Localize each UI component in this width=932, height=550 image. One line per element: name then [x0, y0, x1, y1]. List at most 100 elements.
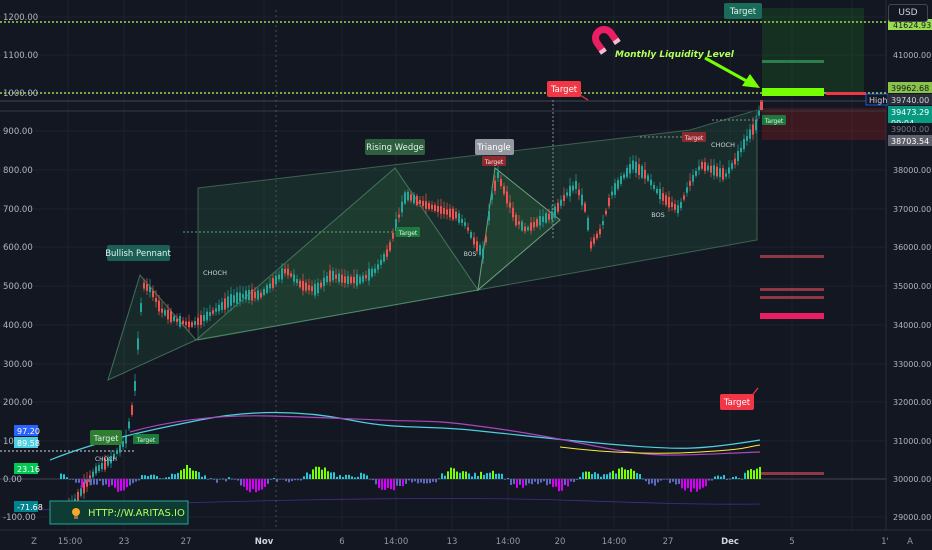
svg-text:97.20: 97.20 — [17, 427, 40, 436]
candle — [677, 200, 679, 217]
histogram-bar — [144, 475, 146, 479]
candle — [269, 277, 271, 293]
right-axis-tick: 34000.00 — [893, 321, 931, 330]
histogram-bar — [90, 479, 92, 486]
currency-button[interactable]: USD — [888, 4, 928, 22]
histogram-bar — [129, 479, 131, 486]
svg-text:89.58: 89.58 — [17, 439, 40, 448]
candle — [86, 472, 88, 493]
histogram-bar — [756, 468, 758, 479]
histogram-bar — [192, 470, 194, 479]
label-target-small-5[interactable]: Target — [133, 434, 159, 444]
histogram-bar — [669, 479, 671, 484]
histogram-bar — [159, 478, 161, 479]
svg-text:HTTP://W.ARITAS.IO: HTTP://W.ARITAS.IO — [88, 508, 185, 519]
label-target-small-3[interactable]: Target — [682, 132, 706, 142]
histogram-bar — [114, 479, 116, 488]
label-target-top[interactable]: Target — [724, 3, 762, 19]
label-rising-wedge[interactable]: Rising Wedge — [365, 139, 425, 155]
candle — [476, 236, 478, 255]
candle — [545, 211, 547, 225]
svg-text:39740.00: 39740.00 — [891, 96, 929, 105]
histogram-bar — [147, 476, 149, 479]
histogram-bar — [495, 473, 497, 479]
histogram-bar — [531, 479, 533, 485]
right-axis-tick: 35000.00 — [893, 282, 931, 291]
time-axis-tick: Nov — [255, 537, 274, 547]
candle — [125, 429, 127, 449]
candle — [668, 191, 670, 212]
candle — [692, 169, 694, 186]
svg-text:Target: Target — [550, 85, 578, 95]
magnet-logo-icon — [592, 26, 621, 55]
histogram-bar — [444, 475, 446, 479]
candle — [338, 269, 340, 285]
candle — [674, 199, 676, 214]
label-target-small-1[interactable]: Target — [396, 227, 420, 237]
histogram-bar — [408, 479, 410, 481]
candle — [554, 203, 556, 220]
time-axis[interactable]: Z 15:00 23 27 Nov 6 14:00 13 14:00 20 14:00 27 Dec 5 1… — [31, 537, 913, 547]
left-axis-tick: -100.00 — [3, 513, 36, 523]
label-triangle[interactable]: Triangle — [475, 139, 514, 155]
label-bullish-pennant[interactable]: Bullish Pennant — [105, 245, 171, 261]
histogram-bar — [309, 474, 311, 479]
candle — [146, 278, 148, 296]
histogram-bar — [633, 470, 635, 479]
histogram-bar — [321, 469, 323, 479]
svg-text:39473.29: 39473.29 — [891, 108, 929, 117]
candle — [683, 192, 685, 202]
candle — [350, 274, 352, 285]
candle — [662, 187, 664, 206]
price-badge: 38703.54 — [888, 135, 932, 146]
histogram-bar — [576, 479, 578, 480]
svg-text:41624.93: 41624.93 — [893, 21, 931, 30]
left-axis-tick: 1100.00 — [3, 51, 38, 61]
left-axis-tick: 200.00 — [3, 398, 33, 408]
label-target-small-2[interactable]: Target — [482, 156, 506, 166]
candle — [653, 181, 655, 192]
candle — [329, 264, 331, 286]
level-bar-green-1 — [762, 60, 824, 63]
left-axis-tick: 800.00 — [3, 166, 33, 176]
histogram-bar — [222, 478, 224, 480]
candle — [533, 217, 535, 231]
histogram-bar — [687, 479, 689, 489]
left-axis-tick: 1000.00 — [3, 89, 38, 99]
label-target-mid[interactable]: Target — [547, 81, 581, 97]
time-axis-tick: 1' — [881, 537, 889, 547]
svg-text:Target: Target — [764, 118, 784, 125]
candle — [173, 314, 175, 323]
histogram-bar — [510, 479, 512, 485]
right-price-axis[interactable]: 41000.00 38000.00 37000.00 36000.00 35000.00… — [893, 51, 931, 522]
candle — [122, 436, 124, 451]
histogram-bar — [171, 473, 173, 479]
label-target-right[interactable]: Target — [720, 394, 754, 410]
histogram-bar — [138, 479, 140, 481]
watermark-box[interactable]: HTTP://W.ARITAS.IO — [49, 500, 189, 525]
candle — [410, 190, 412, 204]
histogram-bar — [393, 479, 395, 491]
histogram-bar — [459, 472, 461, 479]
candle — [569, 177, 571, 202]
candle — [164, 307, 166, 317]
histogram-bar — [165, 477, 167, 479]
candle — [752, 116, 754, 140]
candle — [116, 447, 118, 456]
label-target-small-4[interactable]: Target — [762, 115, 786, 125]
candle — [524, 222, 526, 234]
candle — [200, 310, 202, 329]
svg-text:Target: Target — [484, 159, 504, 166]
right-axis-tick: 38000.00 — [893, 166, 931, 175]
candle — [614, 178, 616, 198]
candle — [725, 169, 727, 180]
label-target-bottom-left[interactable]: Target — [90, 430, 122, 445]
candle — [95, 463, 97, 476]
time-axis-tick: A — [907, 537, 913, 547]
histogram-bar — [150, 474, 152, 479]
candle — [188, 314, 190, 332]
candle — [593, 233, 595, 247]
candle — [488, 203, 490, 226]
histogram-bar — [348, 474, 350, 479]
